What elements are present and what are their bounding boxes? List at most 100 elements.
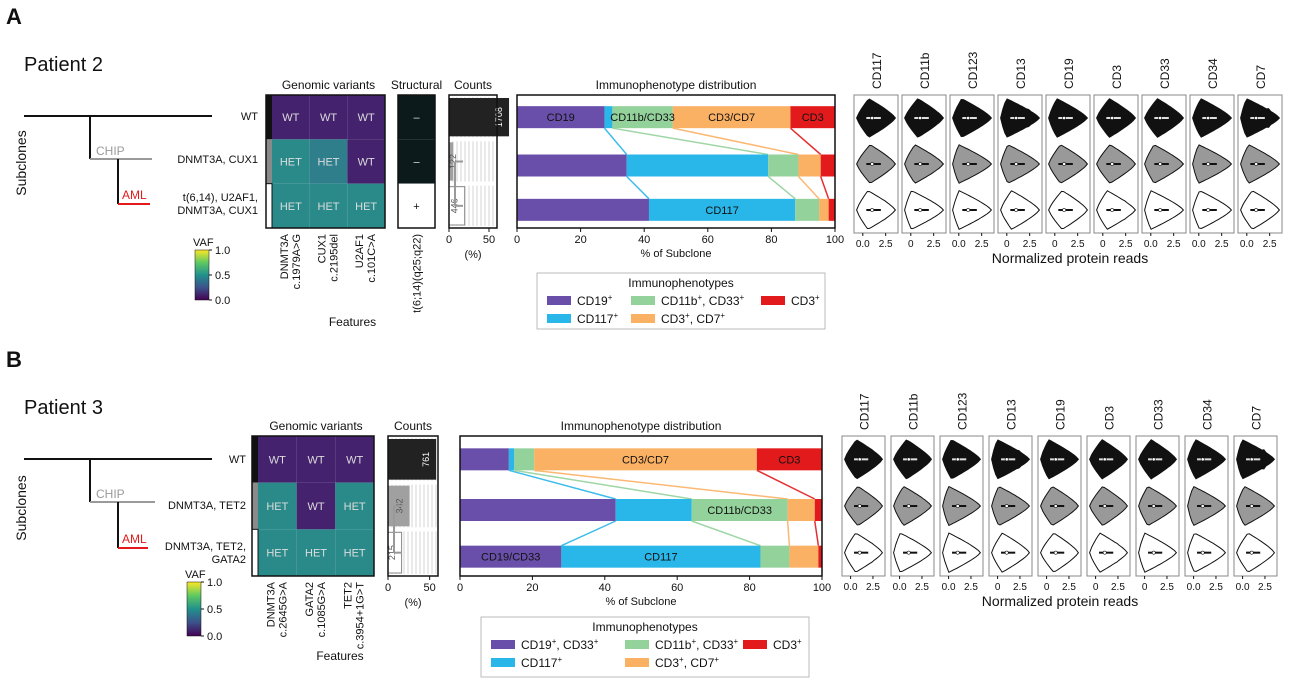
violin-median	[1249, 550, 1254, 555]
marker-label: CD117	[870, 52, 884, 89]
row-strip	[265, 183, 273, 229]
legend-item-label: CD3+	[791, 293, 820, 308]
immuno-bar-segment	[820, 154, 835, 177]
violin-median	[1110, 116, 1115, 120]
heatmap-cell	[309, 183, 348, 228]
counts-axis-label: (%)	[404, 597, 421, 609]
violin-median	[870, 162, 875, 166]
genomic-variants-title: Genomic variants	[269, 419, 362, 433]
heatmap-cell-label: WT	[307, 501, 324, 513]
immuno-bar-segment	[819, 198, 829, 221]
vaf-tick-label: 0.0	[215, 295, 230, 307]
legend-swatch	[491, 658, 515, 667]
immuno-axis-label: % of Subclone	[606, 596, 677, 608]
violin-median	[1254, 162, 1259, 166]
legend-swatch	[625, 658, 649, 667]
heatmap-cell	[309, 139, 348, 184]
immuno-connector	[508, 469, 616, 500]
vaf-tick-label: 1.0	[207, 577, 222, 589]
heatmap-cell-label: HET	[318, 201, 340, 213]
count-tick-label: 50	[483, 234, 495, 246]
heatmap-cell	[296, 529, 336, 576]
violin-median	[1249, 504, 1254, 508]
features-axis-label: Features	[316, 649, 363, 663]
vaf-colorbar	[186, 581, 202, 637]
violin-tick-label: 2.5	[975, 239, 989, 250]
structural-frame	[397, 94, 436, 229]
marker-label: CD3	[1110, 65, 1124, 89]
violin-tick-label: 0.0	[1144, 239, 1158, 250]
tree-aml-label: AML	[122, 188, 147, 202]
violin-tick-label: 0.0	[844, 582, 858, 593]
violin-tick-label: 2.5	[1071, 239, 1085, 250]
immuno-tick-label: 40	[599, 582, 611, 594]
violin-median	[918, 116, 923, 120]
panel-B: B Patient 3 Subclones CHIP AML WT DNMT3A, TET2…	[6, 347, 1278, 678]
violin-tick-label: 0	[1004, 239, 1010, 250]
count-value-label: 122	[448, 154, 458, 169]
heatmap-cell	[347, 139, 385, 184]
vaf-colorbar	[194, 249, 210, 301]
legend-swatch	[631, 296, 655, 305]
heatmap-cell-label: HET	[355, 201, 377, 213]
immuno-title: Immunophenotype distribution	[561, 419, 722, 433]
subclones-axis-label: Subclones	[13, 130, 29, 195]
heatmap-cell-label: WT	[282, 112, 299, 124]
panel-letter: A	[6, 4, 22, 29]
immuno-tick-label: 40	[638, 234, 650, 246]
violin-tick-label: 0.0	[1236, 582, 1250, 593]
feature-label: TET2	[343, 582, 355, 609]
feature-label: c.3954+1G>T	[355, 582, 367, 650]
row-strip	[252, 436, 258, 483]
immuno-bar-segment	[789, 545, 819, 568]
immuno-connector	[534, 469, 788, 500]
immuno-frame	[459, 435, 823, 577]
immuno-bar-segment	[460, 499, 616, 521]
row-strip	[251, 528, 259, 577]
violin-median	[1158, 208, 1163, 212]
row-strip	[266, 139, 272, 184]
structural-cell-label: –	[413, 157, 420, 169]
count-tick-label: 0	[385, 582, 391, 594]
violin-median	[870, 208, 875, 212]
violin-median	[857, 504, 862, 508]
row-label: DNMT3A, CUX1	[177, 154, 258, 166]
heatmap-cell	[335, 529, 374, 576]
immuno-bar-segment	[795, 198, 820, 221]
marker-label: CD123	[956, 392, 970, 430]
violin-tick-label: 2.5	[1119, 239, 1133, 250]
immuno-connector	[767, 175, 796, 200]
immuno-tick-label: 100	[813, 582, 831, 594]
count-bar	[449, 142, 454, 181]
count-value-label: 1708	[494, 107, 504, 127]
violin-median	[966, 208, 971, 212]
row-label: WT	[229, 454, 246, 466]
structural-cell-label: +	[413, 201, 419, 213]
violin-median	[1206, 116, 1211, 120]
heatmap-cell-label: HET	[344, 501, 366, 513]
violin-median	[1254, 116, 1259, 120]
feature-label: DNMT3A	[265, 581, 277, 627]
panel-letter: B	[6, 347, 22, 372]
violin-median	[1004, 457, 1009, 462]
heatmap-cell	[272, 183, 310, 228]
heatmap-cell	[296, 482, 336, 530]
violin-median	[1014, 208, 1019, 212]
violin-median	[1158, 116, 1163, 120]
immuno-tick-label: 20	[526, 582, 538, 594]
immuno-bar-segment	[517, 106, 605, 129]
immuno-bar-segment	[626, 154, 769, 177]
immuno-connector	[786, 520, 791, 546]
marker-label: CD123	[966, 51, 980, 89]
violin-median	[955, 457, 960, 462]
legend-item-label: CD11b+, CD33+	[661, 293, 745, 308]
marker-label: CD33	[1152, 399, 1166, 430]
violin-median	[906, 504, 911, 508]
tree-aml-label: AML	[122, 532, 147, 546]
immuno-bar-label: CD19/CD33	[481, 552, 540, 564]
feature-label: CUX1	[317, 234, 329, 263]
violin-median	[1110, 162, 1115, 166]
immuno-connector	[561, 520, 616, 547]
immuno-connector	[756, 469, 816, 500]
structural-title: Structural	[391, 78, 442, 92]
